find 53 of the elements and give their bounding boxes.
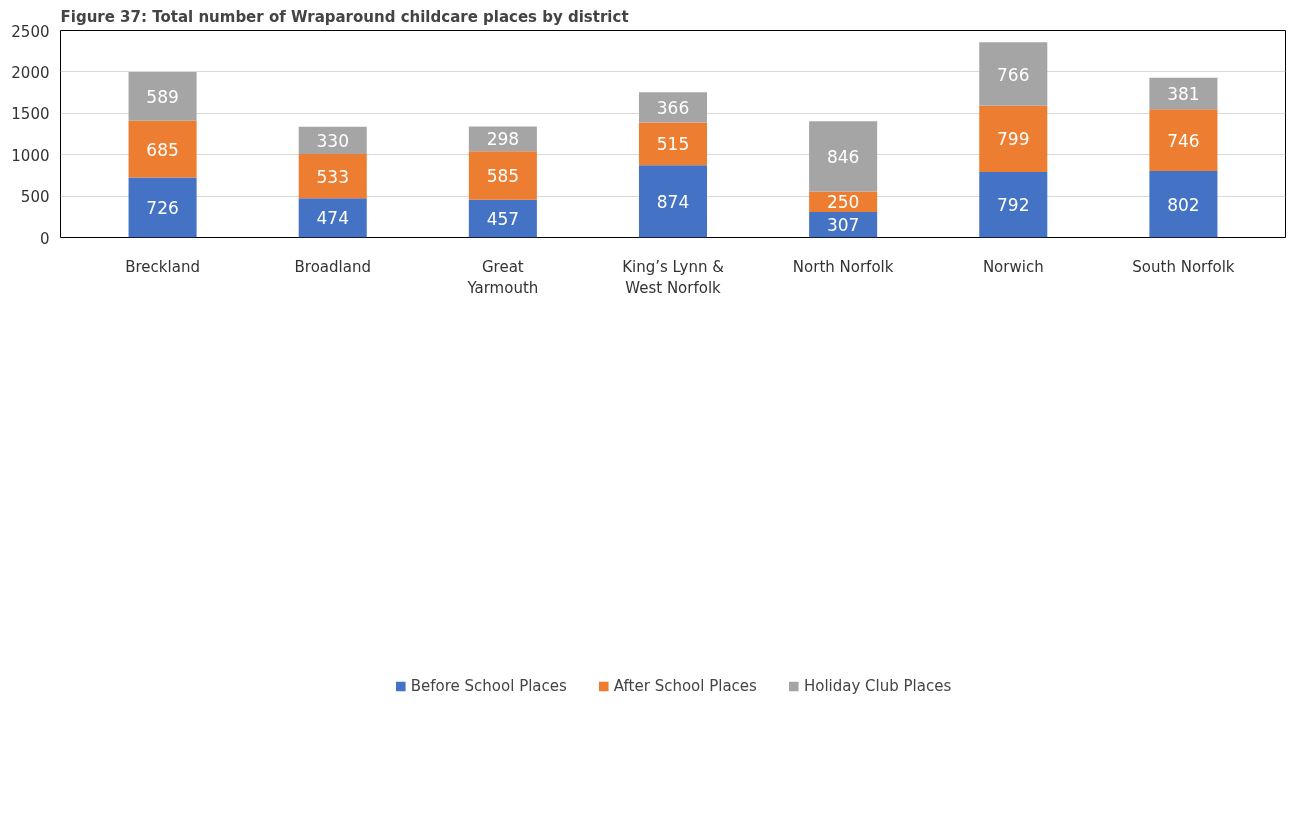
data-label: 533 [316, 166, 349, 187]
data-label: 307 [826, 215, 860, 236]
bar [979, 105, 1048, 172]
bar [809, 121, 878, 192]
data-label: 250 [826, 192, 860, 213]
data-label: 298 [486, 129, 520, 150]
data-label: 457 [486, 209, 520, 230]
x-tick-label: North Norfolk [792, 257, 894, 276]
y-tick-label: 1000 [11, 146, 50, 165]
bar [468, 199, 537, 238]
data-label: 726 [146, 197, 179, 218]
y-tick-label: 2500 [11, 22, 50, 41]
data-label: 874 [656, 191, 690, 212]
y-tick-label: 2000 [11, 63, 50, 82]
bar [128, 71, 197, 121]
bar [1149, 171, 1218, 238]
bar [468, 151, 537, 200]
x-tick-label: King’s Lynn & West Norfolk [622, 257, 725, 298]
data-label: 766 [997, 64, 1030, 85]
chart-title: Figure 37: Total number of Wraparound childcare places by district [60, 7, 629, 26]
bar [298, 154, 367, 199]
data-label: 846 [826, 146, 860, 167]
legend-label: After School Places [613, 676, 757, 695]
data-label: 589 [146, 86, 179, 107]
data-label: 474 [316, 208, 349, 229]
data-label: 746 [1167, 130, 1200, 151]
data-label: 381 [1167, 84, 1200, 105]
legend-label: Holiday Club Places [803, 676, 952, 695]
data-label: 799 [997, 129, 1030, 150]
data-label: 585 [486, 165, 520, 186]
bar [979, 171, 1048, 238]
bar [128, 120, 197, 178]
bar [1149, 109, 1218, 172]
bar [638, 165, 708, 238]
bar [128, 177, 197, 238]
data-label: 366 [656, 97, 690, 118]
x-tick-label: Broadland [294, 257, 371, 276]
y-tick-label: 500 [20, 188, 50, 207]
data-label: 802 [1167, 194, 1200, 215]
bar [979, 42, 1048, 106]
x-tick-label: Great Yarmouth [466, 257, 539, 298]
data-label: 330 [316, 130, 349, 151]
bar [298, 198, 367, 238]
y-tick-label: 1500 [11, 105, 50, 124]
data-label: 792 [997, 195, 1030, 216]
data-label: 515 [656, 134, 690, 155]
bar [638, 122, 708, 166]
legend-label: Before School Places [410, 676, 567, 695]
x-tick-label: Breckland [125, 257, 200, 276]
x-tick-label: South Norfolk [1132, 257, 1235, 276]
data-label: 685 [146, 139, 179, 160]
x-tick-label: Norwich [982, 257, 1044, 276]
y-tick-label: 0 [39, 229, 50, 248]
